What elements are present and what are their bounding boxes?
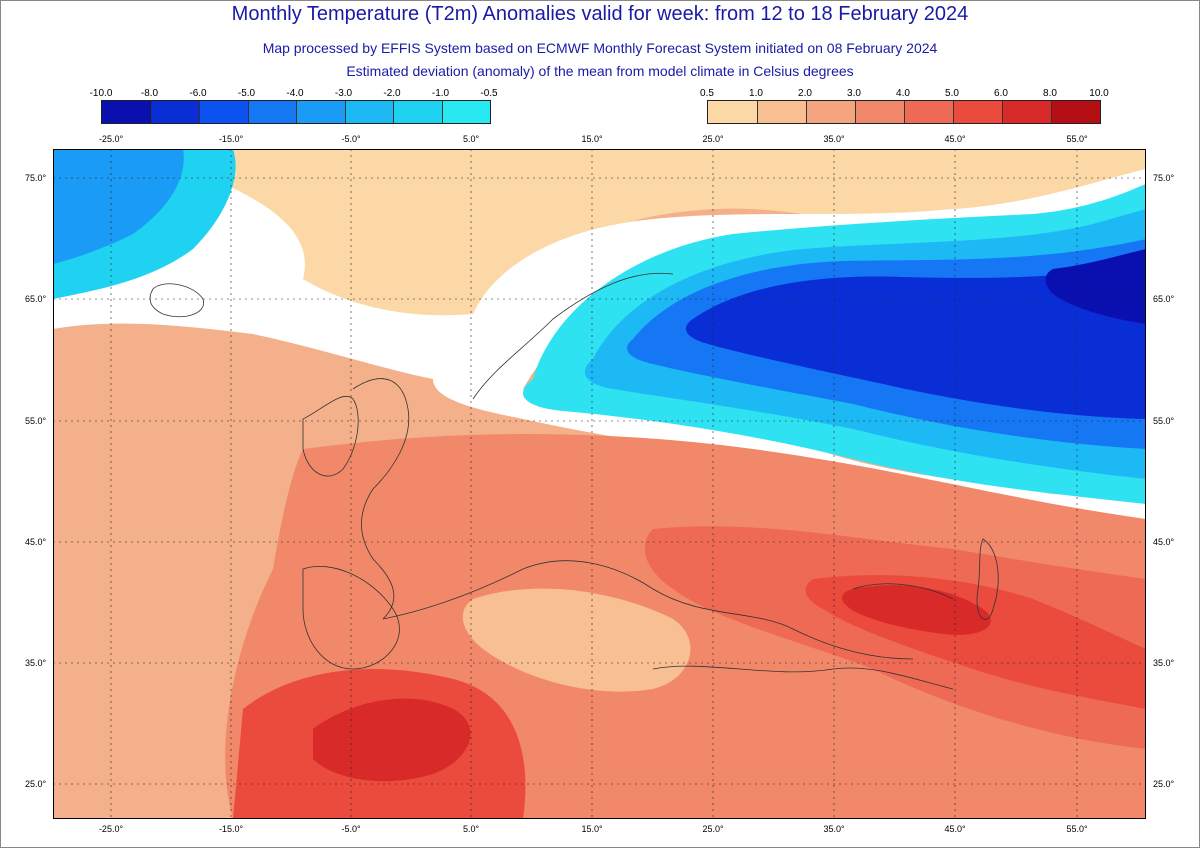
legend-cold-swatch	[441, 101, 490, 123]
africa-warm-6	[313, 698, 471, 782]
legend-warm-tick-label: 2.0	[798, 88, 812, 99]
legend-cold-swatch	[296, 101, 345, 123]
lon-label-top: -5.0°	[341, 134, 361, 144]
graticule	[53, 149, 1146, 819]
anomaly-map	[53, 149, 1146, 819]
lon-label-bottom: 15.0°	[581, 824, 603, 834]
legend-cold-tick-label: -4.0	[286, 88, 304, 99]
lat-label-left: 65.0°	[25, 294, 47, 304]
lon-label-bottom: 55.0°	[1066, 824, 1088, 834]
legend-warm-tick-label: 0.5	[700, 88, 714, 99]
legend-warm-bar	[707, 100, 1101, 124]
map-title: Monthly Temperature (T2m) Anomalies vali…	[231, 3, 969, 25]
lat-label-left: 35.0°	[25, 658, 47, 668]
legend-warm-tick-label: 6.0	[994, 88, 1008, 99]
lon-label-bottom: 5.0°	[462, 824, 480, 834]
coastlines	[149, 272, 999, 690]
mediterranean-weak	[462, 588, 691, 692]
legend-warm-tick-label: 5.0	[945, 88, 959, 99]
cold-anomaly-4	[685, 264, 1146, 419]
weak-warm-north	[53, 149, 1146, 334]
lat-label-right: 25.0°	[1153, 779, 1175, 789]
legend-cold-tick-label: -1.0	[431, 88, 450, 99]
lat-label-left: 45.0°	[25, 537, 47, 547]
map-subtitle: Map processed by EFFIS System based on E…	[262, 40, 938, 56]
lat-label-left: 55.0°	[25, 416, 47, 426]
legend-warm-swatch	[855, 101, 904, 123]
legend-cold-swatch	[344, 101, 393, 123]
legend-warm-swatch	[1002, 101, 1051, 123]
legend-cold-tick-label: -10.0	[89, 88, 113, 99]
lon-label-bottom: 45.0°	[944, 824, 966, 834]
cold-anomaly-core	[1045, 249, 1146, 324]
legend-cold-swatch	[199, 101, 248, 123]
legend-warm-tick-label: 1.0	[749, 88, 763, 99]
legend-warm-tick-label: 10.0	[1089, 88, 1109, 99]
legend-warm-swatch	[708, 101, 757, 123]
lon-label-bottom: -5.0°	[341, 824, 361, 834]
legend-warm-tick-label: 3.0	[847, 88, 861, 99]
greenland-cold-2	[53, 149, 184, 264]
legend-warm-tick-label: 4.0	[896, 88, 910, 99]
legend-cold-tick-label: -6.0	[189, 88, 207, 99]
legend-cold-tick-label: -0.5	[480, 88, 498, 99]
neutral-band	[53, 169, 1146, 529]
lat-label-right: 55.0°	[1153, 416, 1175, 426]
lon-label-top: 25.0°	[702, 134, 724, 144]
lat-label-right: 75.0°	[1153, 173, 1175, 183]
lat-label-left: 75.0°	[25, 173, 47, 183]
warm-anomaly-6	[841, 585, 991, 635]
legend-cold-tick-label: -3.0	[334, 88, 353, 99]
legend-cold-swatch	[247, 101, 296, 123]
lon-label-top: 55.0°	[1066, 134, 1088, 144]
lat-label-left: 25.0°	[25, 779, 47, 789]
lon-label-bottom: 35.0°	[823, 824, 845, 834]
legend-cold-tick-label: -8.0	[140, 88, 159, 99]
legend-warm-swatch	[904, 101, 953, 123]
legend-cold-swatch	[150, 101, 199, 123]
legend-warm-swatch	[1051, 101, 1100, 123]
lon-label-top: -15.0°	[218, 134, 244, 144]
legend-warm-swatch	[757, 101, 806, 123]
lon-label-bottom: 25.0°	[702, 824, 724, 834]
lon-label-top: -25.0°	[98, 134, 124, 144]
legend-cold-swatch	[393, 101, 442, 123]
lon-label-bottom: -15.0°	[218, 824, 244, 834]
lat-label-right: 65.0°	[1153, 294, 1175, 304]
legend-warm-swatch	[953, 101, 1002, 123]
lon-label-top: 35.0°	[823, 134, 845, 144]
lon-label-top: 15.0°	[581, 134, 603, 144]
legend-cold-swatch	[102, 101, 151, 123]
legend-warm-swatch	[806, 101, 855, 123]
lon-label-top: 5.0°	[462, 134, 480, 144]
legend-cold-tick-label: -2.0	[383, 88, 401, 99]
legend-cold-bar	[101, 100, 491, 124]
lon-label-bottom: -25.0°	[98, 824, 124, 834]
lat-label-right: 35.0°	[1153, 658, 1175, 668]
map-subtitle-2: Estimated deviation (anomaly) of the mea…	[346, 63, 854, 79]
lon-label-top: 45.0°	[944, 134, 966, 144]
legend-warm-tick-label: 8.0	[1043, 88, 1057, 99]
legend-cold-tick-label: -5.0	[237, 88, 256, 99]
lat-label-right: 45.0°	[1153, 537, 1175, 547]
